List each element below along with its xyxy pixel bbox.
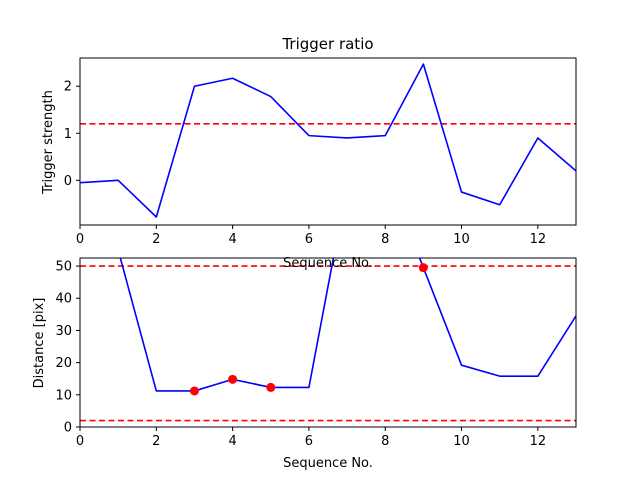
top-chart-x-tick-label: 12 [530, 232, 547, 247]
bottom-chart-x-tick-label: 4 [228, 434, 236, 449]
bottom-chart-marker-point [266, 382, 276, 392]
top-chart-x-tick-label: 10 [453, 232, 470, 247]
bottom-chart-marker-point [189, 386, 199, 396]
bottom-chart-plot-area [80, 258, 576, 422]
bottom-chart-x-tick-label: 6 [305, 434, 313, 449]
bottom-chart-x-tick-label: 12 [530, 434, 547, 449]
bottom-chart-xlabel: Sequence No. [283, 456, 373, 471]
bottom-chart-axes-frame [79, 257, 577, 428]
top-chart-x-tick-label: 2 [152, 232, 160, 247]
top-chart-series-line-0 [80, 63, 576, 218]
bottom-chart-y-tick-label: 0 [64, 421, 72, 436]
bottom-chart-marker-point [418, 263, 428, 273]
bottom-chart-y-tick-label: 20 [55, 356, 72, 371]
bottom-chart-series-line-0 [119, 258, 576, 392]
top-chart-title: Trigger ratio [281, 35, 373, 53]
top-chart-y-tick-label: 0 [64, 174, 72, 189]
top-chart-y-tick-label: 2 [64, 80, 72, 95]
top-chart-x-tick-label: 4 [228, 232, 236, 247]
bottom-chart-y-tick-label: 50 [55, 260, 72, 275]
bottom-chart-x-tick-label: 8 [381, 434, 389, 449]
top-chart-plot-area [80, 63, 576, 218]
top-chart-x-tick-label: 0 [76, 232, 84, 247]
top-chart-axes-frame [79, 57, 577, 226]
bottom-chart-x-tick-label: 0 [76, 434, 84, 449]
bottom-chart-y-tick-label: 40 [55, 292, 72, 307]
bottom-chart-y-tick-label: 10 [55, 388, 72, 403]
top-chart-ylabel: Trigger strength [41, 90, 56, 195]
bottom-chart-y-tick-label: 30 [55, 324, 72, 339]
bottom-chart-ylabel: Distance [pix] [32, 298, 47, 389]
top-chart-xlabel: Sequence No. [283, 256, 373, 271]
bottom-chart-x-tick-label: 10 [453, 434, 470, 449]
bottom-chart-marker-point [228, 374, 238, 384]
top-chart-x-tick-label: 6 [305, 232, 313, 247]
bottom-chart-x-tick-label: 2 [152, 434, 160, 449]
top-chart-y-tick-label: 1 [64, 127, 72, 142]
top-chart-x-tick-label: 8 [381, 232, 389, 247]
